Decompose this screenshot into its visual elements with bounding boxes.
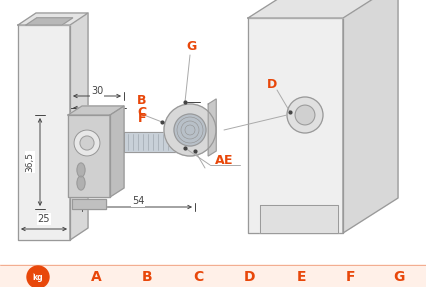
Text: E: E [296,270,305,284]
Text: B: B [137,94,147,106]
Polygon shape [68,115,110,197]
Circle shape [286,97,322,133]
Polygon shape [110,106,124,197]
Text: D: D [266,79,276,92]
Text: A: A [90,270,101,284]
Text: F: F [345,270,354,284]
Circle shape [27,266,49,287]
Text: kg: kg [33,274,43,282]
Text: A: A [215,154,224,166]
Text: C: C [137,106,146,119]
Ellipse shape [77,163,85,177]
Text: G: G [187,40,197,53]
Text: F: F [138,112,146,125]
Circle shape [80,136,94,150]
Text: 36,5: 36,5 [26,152,35,172]
Polygon shape [248,18,342,233]
Polygon shape [248,0,397,18]
Text: G: G [393,270,404,284]
Text: B: B [142,270,152,284]
Polygon shape [259,205,337,233]
Polygon shape [72,199,106,209]
Circle shape [164,104,216,156]
Circle shape [294,105,314,125]
Circle shape [74,130,100,156]
Circle shape [173,114,205,146]
Text: 25: 25 [37,214,50,224]
Ellipse shape [77,176,85,190]
Text: D: D [244,270,255,284]
Text: E: E [223,154,232,168]
Text: 30: 30 [91,86,103,96]
FancyBboxPatch shape [0,264,426,287]
Polygon shape [18,25,70,240]
Polygon shape [124,132,195,152]
Polygon shape [26,18,72,25]
Text: 54: 54 [132,196,144,206]
Polygon shape [68,106,124,115]
Polygon shape [208,99,216,156]
Polygon shape [342,0,397,233]
Polygon shape [18,13,88,25]
Text: C: C [193,270,203,284]
Polygon shape [70,13,88,240]
